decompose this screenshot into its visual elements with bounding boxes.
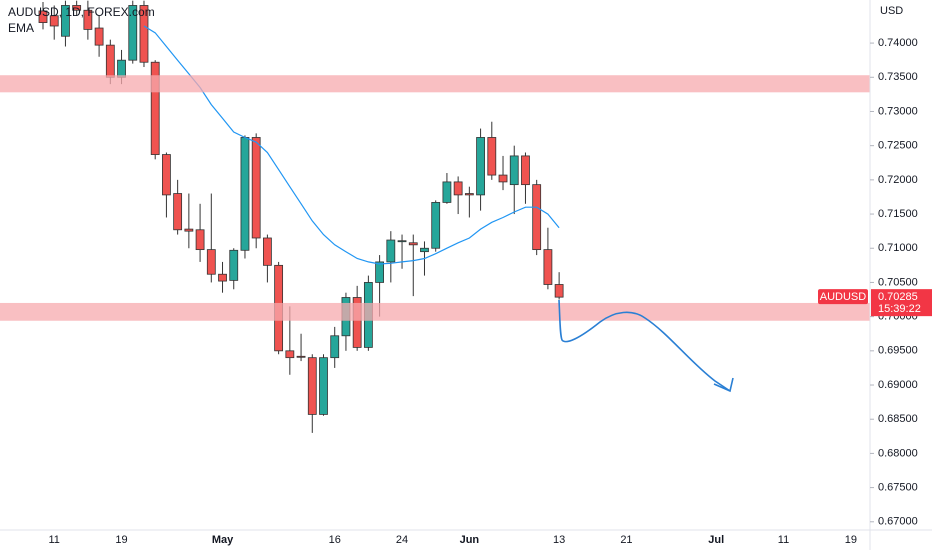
- candle-body: [83, 9, 93, 30]
- candle-body: [195, 229, 205, 251]
- y-tick-label: 0.74000: [878, 37, 918, 49]
- candle-body: [319, 357, 328, 415]
- candle-body: [105, 44, 115, 78]
- candle-body: [49, 15, 59, 27]
- y-tick-label: 0.67500: [878, 482, 918, 494]
- y-tick-label: 0.69500: [878, 345, 918, 357]
- y-tick-label: 0.68500: [878, 413, 918, 425]
- y-axis-label: USD: [880, 5, 903, 17]
- x-tick-label: 21: [620, 534, 632, 546]
- x-tick-label: Jun: [460, 534, 480, 546]
- candle-body: [296, 355, 306, 358]
- candle-body: [375, 261, 385, 283]
- x-tick-label: 16: [329, 534, 341, 546]
- candle-body: [532, 184, 542, 251]
- chart-title: AUDUSD, 1D, FOREX.com: [8, 5, 155, 19]
- x-tick-label: Jul: [708, 534, 724, 546]
- y-tick-label: 0.73000: [878, 105, 918, 117]
- price-zone: [0, 302, 870, 321]
- candle-body: [262, 237, 272, 266]
- x-tick-label: 11: [49, 534, 60, 546]
- candle-body: [240, 137, 250, 251]
- candle-body: [139, 5, 149, 63]
- symbol-label-box: [818, 289, 868, 305]
- candle-body: [94, 27, 104, 46]
- candle-body: [521, 155, 530, 186]
- candle-body: [184, 228, 194, 232]
- candle-body: [453, 181, 463, 196]
- y-tick-label: 0.73500: [878, 71, 918, 83]
- candle-body: [117, 59, 126, 78]
- candle-body: [162, 154, 171, 196]
- last-price-box: [871, 289, 932, 317]
- candle-body: [554, 284, 564, 298]
- y-tick-label: 0.69000: [878, 379, 918, 391]
- y-tick-label: 0.71500: [878, 208, 918, 220]
- last-price-label: 0.70285: [878, 291, 918, 303]
- candle-body: [476, 137, 485, 196]
- y-tick-label: 0.72500: [878, 140, 918, 152]
- countdown-label: 15:39:22: [878, 303, 921, 315]
- x-tick-label: May: [212, 534, 234, 546]
- candle-body: [352, 297, 362, 348]
- ema-line: [143, 25, 560, 265]
- y-tick-label: 0.67000: [878, 516, 918, 528]
- candle-body: [38, 10, 48, 23]
- candle-body: [464, 193, 474, 196]
- y-tick-label: 0.68000: [878, 447, 918, 459]
- candle-body: [229, 249, 239, 281]
- candle-body: [307, 357, 317, 415]
- x-tick-label: 24: [396, 534, 408, 546]
- candle-body: [431, 202, 441, 249]
- candle-body: [72, 5, 82, 11]
- candle-body: [150, 61, 160, 155]
- x-tick-label: 13: [553, 534, 565, 546]
- y-tick-label: 0.72000: [878, 174, 918, 186]
- x-tick-label: 19: [115, 534, 127, 546]
- projection-arrowhead: [713, 377, 734, 393]
- candle-body: [285, 350, 295, 359]
- candle-body: [543, 249, 553, 285]
- candle-body: [498, 174, 508, 183]
- candle-body: [218, 273, 227, 282]
- candle-body: [408, 242, 418, 246]
- candle-body: [206, 249, 216, 275]
- candle-body: [487, 137, 497, 176]
- x-tick-label: 11: [778, 534, 789, 546]
- y-tick-label: 0.71000: [878, 242, 918, 254]
- y-tick-label: 0.70500: [878, 276, 918, 288]
- price-zone: [0, 75, 870, 93]
- projection-drawing: [558, 299, 731, 392]
- x-tick-label: 19: [845, 534, 857, 546]
- candle-body: [173, 193, 183, 231]
- candle-body: [61, 5, 70, 37]
- candle-body: [509, 155, 519, 186]
- candle-body: [386, 239, 396, 263]
- indicator-name: EMA: [8, 21, 34, 35]
- symbol-label: AUDUSD: [820, 291, 867, 303]
- candle-body: [128, 5, 138, 61]
- candle-body: [420, 247, 429, 253]
- candle-body: [397, 240, 407, 243]
- candle-body: [251, 137, 261, 239]
- candle-body: [442, 181, 452, 203]
- candle-body: [330, 335, 340, 359]
